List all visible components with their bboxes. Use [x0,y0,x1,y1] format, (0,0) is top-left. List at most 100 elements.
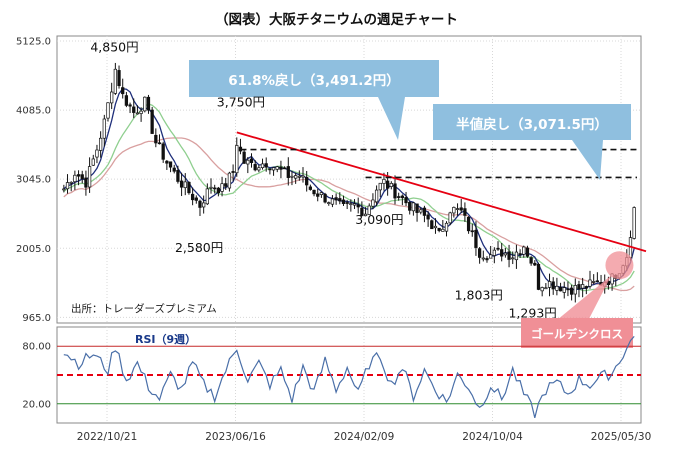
candle-body [551,281,555,290]
candle-body [540,287,544,292]
candle-body [106,102,110,119]
candle-body [124,95,129,106]
candle-body [183,181,187,189]
candle-body [294,175,298,179]
candle-body [150,109,154,134]
candle-body [80,174,84,180]
candle-body [165,160,169,164]
candle-body [581,284,585,289]
candle-body [69,181,73,184]
candle-body [514,251,519,261]
candle-body [632,207,636,239]
candle-body [437,227,441,231]
candle-body [426,214,430,220]
candle-body [87,166,92,188]
candle-body [393,183,397,199]
candle-body [128,104,132,107]
candle-body [522,246,526,255]
candle-body [525,247,530,257]
candle-body [430,220,434,230]
candle-body [595,280,600,283]
candle-body [176,169,180,182]
candle-body [363,213,368,217]
price-ytick-label: 2005.0 [16,244,51,255]
candle-body [330,198,335,205]
candle-body [448,212,452,224]
candle-body [213,187,217,190]
candle-body [297,175,301,178]
candle-body [190,193,195,201]
candle-body [503,252,508,256]
candle-body [286,166,290,178]
candle-body [496,247,500,250]
candle-body [146,96,151,111]
candle-body [202,202,206,208]
candle-body [260,163,265,169]
candle-body [500,249,504,257]
candle-body [305,176,309,186]
candle-body [455,208,460,210]
candle-body [400,195,404,199]
x-tick-label: 2024/02/09 [334,431,395,443]
candle-body [367,205,371,215]
candle-body [404,197,408,204]
callout-618: 61.8%戻し（3,491.2円） [189,60,439,140]
candle-body [588,279,592,287]
candle-body [84,177,88,188]
candle-body [139,110,143,114]
trendline [236,131,647,253]
candle-body [592,281,596,283]
golden-cross-box [521,318,633,348]
source-note: 出所：トレーダーズプレミアム [71,302,217,315]
candle-body [198,200,202,208]
candle-body [264,163,268,168]
candle-body [536,263,541,290]
rsi-line [63,336,635,418]
candle-body [533,262,537,266]
candle-body [312,189,316,195]
golden-cross-circle [605,251,634,280]
candle-body [246,159,250,165]
candle-body [242,151,246,164]
candle-body [459,207,463,211]
candle-body [179,180,184,188]
ma-mid-line [63,103,635,292]
candle-body [279,166,283,170]
candle-body [301,175,305,178]
callout-half-box [433,104,631,180]
candle-body [485,258,489,261]
golden-cross-pointer [559,275,612,318]
candle-body [271,167,276,171]
candle-body [205,188,209,205]
candle-body [268,168,272,171]
x-tick-label: 2023/06/16 [205,431,266,443]
callout-618-box [189,60,439,140]
candle-body [378,182,382,191]
candle-body [91,158,95,166]
candle-body [466,216,471,232]
candle-body [349,203,353,205]
candle-body [566,288,570,291]
candle-body [257,167,261,171]
candle-body [492,249,496,256]
candle-body [374,189,379,203]
candle-body [584,286,588,289]
callout-half-text: 半値戻し（3,071.5円） [456,116,608,133]
candle-body [562,287,566,293]
candle-body [135,112,140,115]
candle-body [345,202,349,204]
candle-body [73,174,77,183]
x-tick-label: 2022/10/21 [77,431,138,443]
candle-body [172,167,176,172]
candle-body [408,201,412,211]
price-label: 1,803円 [455,288,503,303]
candle-body [415,203,419,213]
candle-body [555,285,559,291]
candle-body [132,106,136,113]
candle-body [327,202,331,204]
candle-body [316,193,320,197]
price-label: 4,850円 [90,39,138,54]
candle-body [157,142,162,145]
candle-body [382,178,386,184]
